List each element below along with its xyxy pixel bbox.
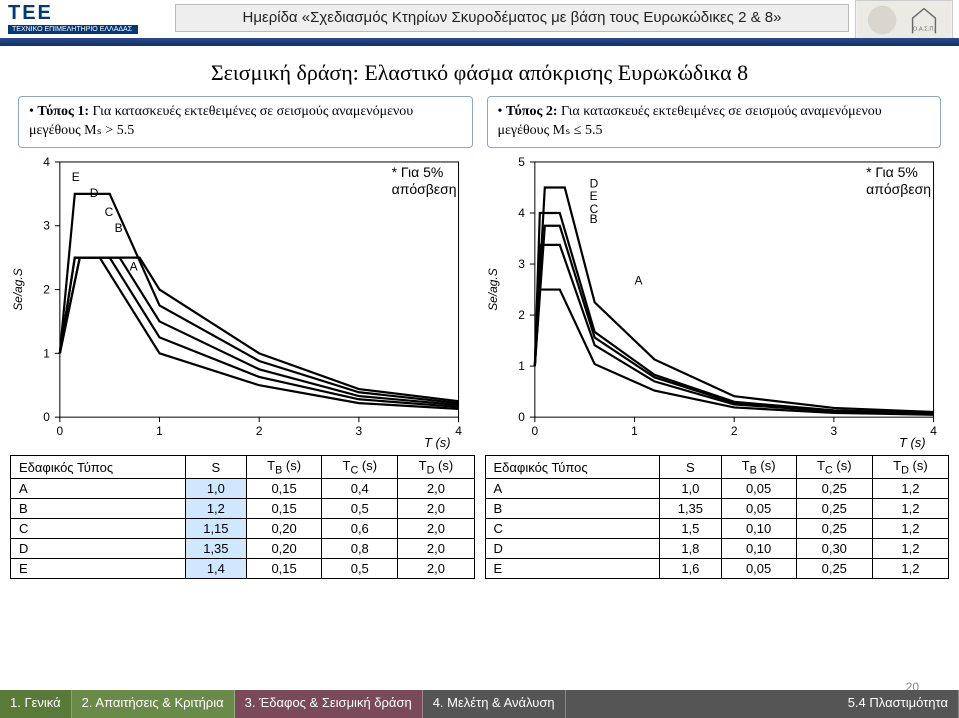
- header: TEE ΤΕΧΝΙΚΟ ΕΠΙΜΕΛΗΤΗΡΙΟ ΕΛΛΑΔΑΣ Ημερίδα…: [0, 0, 959, 44]
- svg-text:0: 0: [43, 410, 50, 424]
- type2-lead: Τύπος 2:: [506, 104, 558, 119]
- corner-label: Ο.Α.Σ.Π.: [913, 27, 936, 33]
- svg-text:2: 2: [43, 282, 50, 296]
- type1-box: • Τύπος 1: Για κατασκευές εκτεθειμένες σ…: [18, 96, 473, 148]
- svg-text:A: A: [634, 273, 642, 287]
- footer-nav: 1. Γενικά 2. Απαιτήσεις & Κριτήρια 3. Έδ…: [0, 690, 959, 718]
- svg-text:4: 4: [518, 206, 525, 220]
- chart2-note: * Για 5%απόσβεση: [866, 164, 931, 199]
- tee-initials: TEE: [8, 2, 138, 25]
- banner-title: Ημερίδα «Σχεδιασμός Κτηρίων Σκυροδέματος…: [175, 4, 849, 32]
- nav-5[interactable]: 5.4 Πλαστιμότητα: [838, 690, 959, 718]
- svg-text:A: A: [130, 259, 138, 273]
- nav-4[interactable]: 4. Μελέτη & Ανάλυση: [423, 690, 566, 718]
- nav-2[interactable]: 2. Απαιτήσεις & Κριτήρια: [72, 690, 235, 718]
- svg-text:D: D: [90, 186, 99, 200]
- svg-text:E: E: [589, 189, 597, 203]
- svg-text:1: 1: [631, 424, 638, 438]
- svg-text:T (s): T (s): [424, 435, 451, 450]
- slide-title: Σεισμική δράση: Ελαστικό φάσμα απόκρισης…: [0, 60, 959, 86]
- type1-lead: Τύπος 1:: [37, 104, 89, 119]
- svg-text:4: 4: [930, 424, 937, 438]
- table1: Εδαφικός ΤύποςSTB (s)TC (s)TD (s)A1,00,1…: [10, 455, 475, 580]
- charts-row: * Για 5%απόσβεση 0 1 2 3 4 0 1 2 3 4 T (s) Se/ag.S A…: [0, 152, 959, 451]
- svg-text:Se/ag.S: Se/ag.S: [11, 268, 25, 311]
- svg-text:T (s): T (s): [898, 435, 925, 450]
- svg-text:0: 0: [518, 410, 525, 424]
- type2-box: • Τύπος 2: Για κατασκευές εκτεθειμένες σ…: [487, 96, 942, 148]
- svg-text:0: 0: [57, 424, 64, 438]
- chart1-cell: * Για 5%απόσβεση 0 1 2 3 4 0 1 2 3 4 T (s) Se/ag.S A…: [8, 152, 477, 451]
- svg-text:B: B: [115, 221, 123, 235]
- svg-text:3: 3: [43, 219, 50, 233]
- tee-logo: TEE ΤΕΧΝΙΚΟ ΕΠΙΜΕΛΗΤΗΡΙΟ ΕΛΛΑΔΑΣ: [8, 2, 138, 38]
- table2: Εδαφικός ΤύποςSTB (s)TC (s)TD (s)A1,00,0…: [485, 455, 950, 580]
- svg-text:C: C: [589, 202, 598, 216]
- tee-sub: ΤΕΧΝΙΚΟ ΕΠΙΜΕΛΗΤΗΡΙΟ ΕΛΛΑΔΑΣ: [8, 25, 138, 34]
- tables-row: Εδαφικός ΤύποςSTB (s)TC (s)TD (s)A1,00,1…: [0, 451, 959, 586]
- nav-3[interactable]: 3. Έδαφος & Σεισμική δράση: [235, 690, 423, 718]
- svg-text:Se/ag.S: Se/ag.S: [485, 268, 499, 311]
- svg-text:0: 0: [531, 424, 538, 438]
- svg-text:3: 3: [356, 424, 363, 438]
- svg-text:5: 5: [518, 155, 525, 169]
- type-boxes: • Τύπος 1: Για κατασκευές εκτεθειμένες σ…: [0, 86, 959, 152]
- svg-text:C: C: [105, 205, 114, 219]
- svg-text:1: 1: [156, 424, 163, 438]
- svg-text:2: 2: [256, 424, 263, 438]
- svg-text:4: 4: [43, 155, 50, 169]
- corner-logo: Ο.Α.Σ.Π.: [855, 0, 953, 42]
- nav-spacer: [566, 690, 838, 718]
- svg-text:2: 2: [730, 424, 737, 438]
- svg-text:3: 3: [830, 424, 837, 438]
- chart1-note: * Για 5%απόσβεση: [392, 164, 457, 199]
- svg-text:2: 2: [518, 308, 525, 322]
- svg-text:1: 1: [518, 359, 525, 373]
- svg-text:1: 1: [43, 346, 50, 360]
- nav-1[interactable]: 1. Γενικά: [0, 690, 72, 718]
- svg-text:E: E: [72, 170, 80, 184]
- svg-text:4: 4: [455, 424, 462, 438]
- header-ribbon: [0, 38, 959, 46]
- chart2-cell: * Για 5%απόσβεση 0 1 2 3 4 0 1 2 3 4 5 T (s) Se/ag.S…: [483, 152, 952, 451]
- svg-text:3: 3: [518, 257, 525, 271]
